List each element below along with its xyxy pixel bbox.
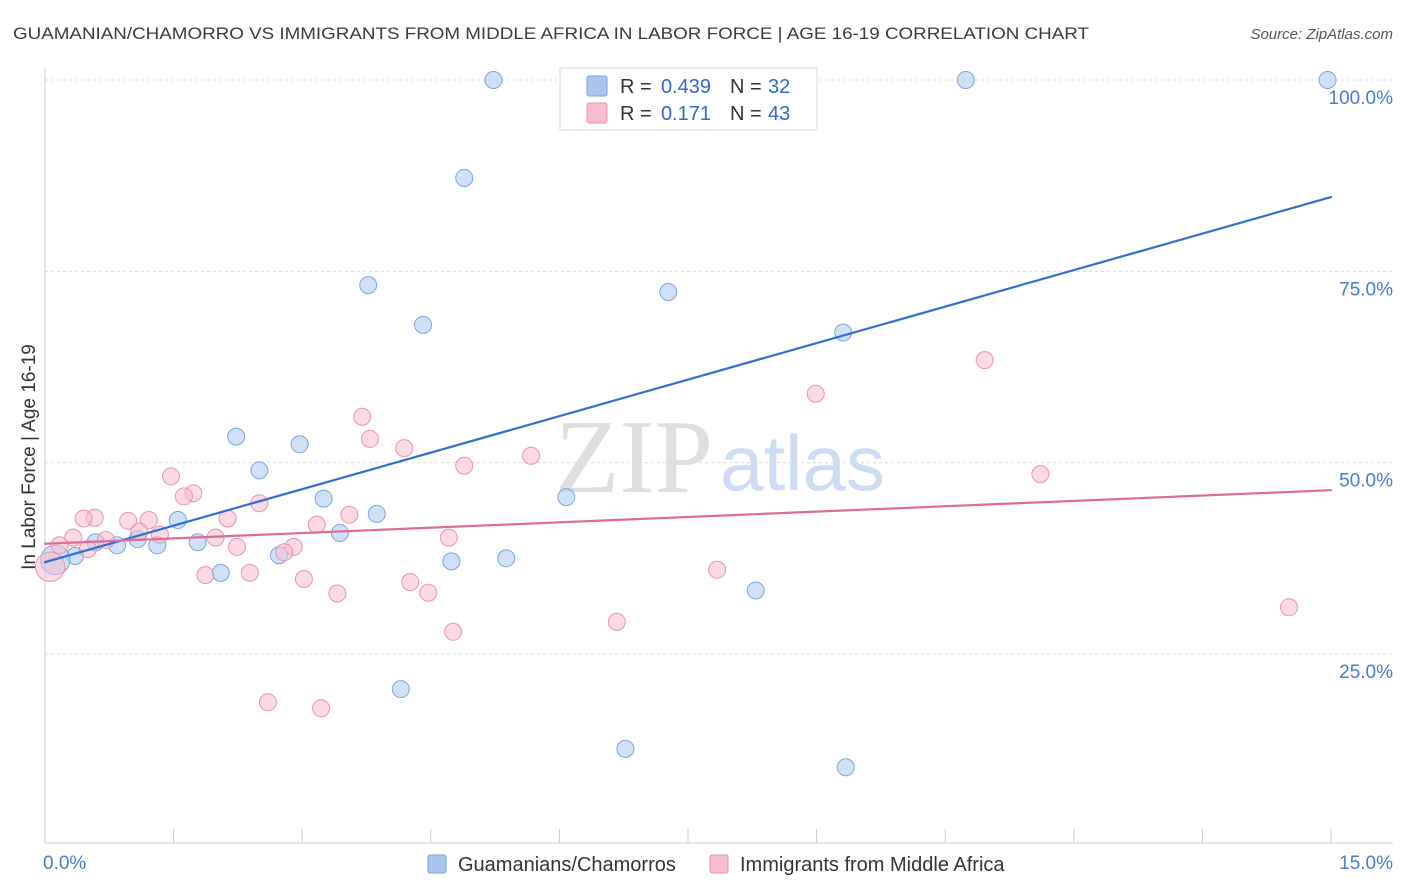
immigrants-from-middle-africa-point [294, 569, 313, 588]
guamanians-chamorros-trend-line [43, 195, 1333, 564]
guamanians-chamorros-point [414, 315, 433, 334]
guamanians-chamorros-point [497, 549, 516, 568]
immigrants-from-middle-africa-point [708, 560, 727, 579]
guamanians-chamorros-point [330, 524, 349, 543]
immigrants-from-middle-africa-point [1031, 465, 1050, 484]
legend-stats: R = 0.439 N = 32 R = 0.171 N = 43 [559, 67, 818, 131]
immigrants-from-middle-africa-point [312, 699, 331, 718]
legend-n-label: N = [730, 76, 762, 98]
immigrants-from-middle-africa-point [50, 536, 69, 555]
immigrants-from-middle-africa-point [275, 543, 294, 562]
immigrants-from-middle-africa-point [806, 384, 825, 403]
immigrants-from-middle-africa-point [439, 528, 458, 547]
chart-title: GUAMANIAN/CHAMORRO VS IMMIGRANTS FROM MI… [13, 24, 1089, 43]
legend-row-guamanians: R = 0.439 N = 32 [586, 75, 790, 98]
legend-swatch-blue [586, 75, 608, 97]
immigrants-from-middle-africa-point [401, 573, 420, 592]
legend-r-value: 0.171 [661, 103, 711, 125]
immigrants-from-middle-africa-point [1279, 598, 1298, 617]
guamanians-chamorros-point [836, 758, 855, 777]
guamanians-chamorros-point [1318, 71, 1337, 89]
x-tick-label: 0.0% [43, 853, 86, 874]
immigrants-from-middle-africa-point [307, 515, 326, 534]
legend-n-label: N = [730, 103, 762, 125]
guamanians-chamorros-point [834, 323, 853, 342]
grid-layer: 25.0% 50.0% 75.0% 100.0% [45, 79, 1394, 683]
legend-n-value: 32 [768, 76, 790, 98]
y-tick-label: 25.0% [1339, 662, 1393, 683]
guamanians-chamorros-point [746, 581, 765, 600]
immigrants-from-middle-africa-point [258, 693, 277, 712]
immigrants-from-middle-africa-point [395, 439, 414, 458]
guamanians-chamorros-point [484, 71, 503, 89]
legend-swatch-middle-africa [709, 854, 729, 874]
legend-label-guamanians: Guamanians/Chamorros [458, 854, 676, 876]
immigrants-from-middle-africa-point [162, 467, 181, 486]
guamanians-chamorros-point [442, 552, 461, 571]
immigrants-from-middle-africa-point [975, 351, 994, 370]
legend-r-value: 0.439 [661, 76, 711, 98]
immigrants-from-middle-africa-point [607, 612, 626, 631]
legend-label-middle-africa: Immigrants from Middle Africa [740, 854, 1005, 876]
immigrants-from-middle-africa-point [328, 584, 347, 603]
x-tick-label: 15.0% [1339, 853, 1393, 874]
immigrants-from-middle-africa-point [119, 511, 138, 530]
guamanians-chamorros-point [211, 563, 230, 582]
immigrants-from-middle-africa-point [174, 487, 193, 506]
guamanians-chamorros-point [290, 435, 309, 454]
legend-swatch-guamanians [427, 854, 447, 874]
legend-series: Guamanians/Chamorros Immigrants from Mid… [427, 854, 1005, 876]
guamanians-chamorros-point [956, 71, 975, 89]
guamanians-chamorros-point [250, 461, 269, 480]
immigrants-from-middle-africa-point [353, 407, 372, 426]
immigrants-from-middle-africa-point [419, 583, 438, 602]
watermark-zip: ZIP [555, 398, 713, 515]
immigrants-from-middle-africa-point [455, 456, 474, 475]
guamanians-chamorros-point [367, 504, 386, 523]
legend-row-middle-africa: R = 0.171 N = 43 [586, 102, 790, 125]
immigrants-from-middle-africa-point [444, 622, 463, 641]
guamanians-chamorros-point [314, 489, 333, 508]
immigrants-from-middle-africa-trend-line [43, 489, 1333, 545]
guamanians-chamorros-point [359, 276, 378, 295]
immigrants-from-middle-africa-point [360, 429, 379, 448]
guamanians-chamorros-point [557, 488, 576, 507]
x-ticks: 0.0% 15.0% [43, 829, 1393, 874]
immigrants-from-middle-africa-point [228, 537, 247, 556]
immigrants-from-middle-africa-point [240, 563, 259, 582]
y-tick-label: 100.0% [1329, 88, 1394, 109]
y-tick-label: 75.0% [1339, 279, 1393, 300]
source-label: Source: ZipAtlas.com [1250, 26, 1393, 43]
immigrants-from-middle-africa-point [196, 566, 215, 585]
immigrants-from-middle-africa-point [340, 505, 359, 524]
legend-r-label: R = [620, 76, 652, 98]
legend-n-value: 43 [768, 103, 790, 125]
guamanians-chamorros-point [659, 282, 678, 301]
guamanians-chamorros-point [455, 168, 474, 187]
legend-swatch-pink [586, 102, 608, 124]
immigrants-from-middle-africa-point [74, 509, 93, 528]
guamanians-chamorros-point [227, 427, 246, 446]
guamanians-chamorros-point [616, 739, 635, 758]
guamanians-chamorros-point [391, 680, 410, 699]
immigrants-from-middle-africa-point [522, 446, 541, 465]
trend-lines [43, 195, 1333, 564]
legend-r-label: R = [620, 103, 652, 125]
y-tick-label: 50.0% [1339, 471, 1393, 492]
watermark: ZIP atlas [555, 398, 885, 515]
y-axis-title: In Labor Force | Age 16-19 [19, 344, 40, 570]
